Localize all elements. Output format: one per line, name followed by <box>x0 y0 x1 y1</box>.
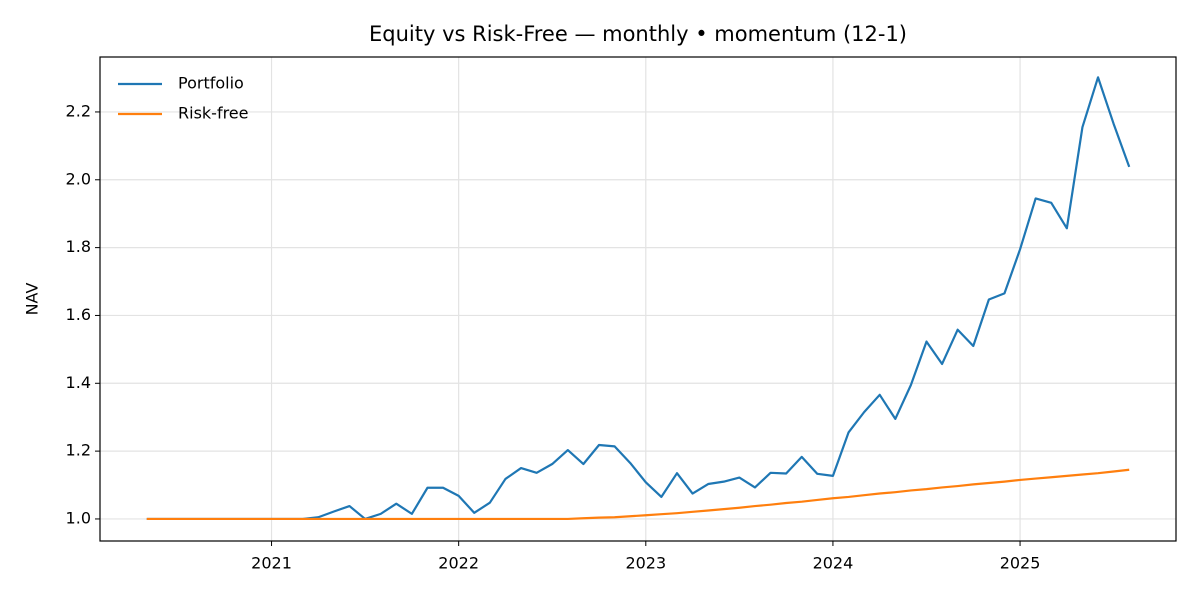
x-tick-label: 2025 <box>1000 554 1041 573</box>
x-tick-label: 2022 <box>438 554 479 573</box>
x-tick-label: 2021 <box>251 554 292 573</box>
x-tick-label: 2024 <box>813 554 854 573</box>
series-line <box>146 468 1130 521</box>
y-tick-label: 2.0 <box>66 169 91 188</box>
y-tick-label: 1.2 <box>66 441 91 460</box>
chart-title: Equity vs Risk-Free — monthly • momentum… <box>369 22 907 46</box>
legend-label: Portfolio <box>178 74 244 93</box>
y-tick-label: 1.6 <box>66 305 91 324</box>
x-tick-label: 2023 <box>625 554 666 573</box>
y-tick-label: 1.8 <box>66 237 91 256</box>
y-tick-label: 2.2 <box>66 101 91 120</box>
y-axis-label: NAV <box>23 283 42 316</box>
legend-label: Risk-free <box>178 104 248 123</box>
y-tick-label: 1.0 <box>66 508 91 527</box>
y-tick-label: 1.4 <box>66 373 91 392</box>
plot-frame <box>99 56 1177 542</box>
